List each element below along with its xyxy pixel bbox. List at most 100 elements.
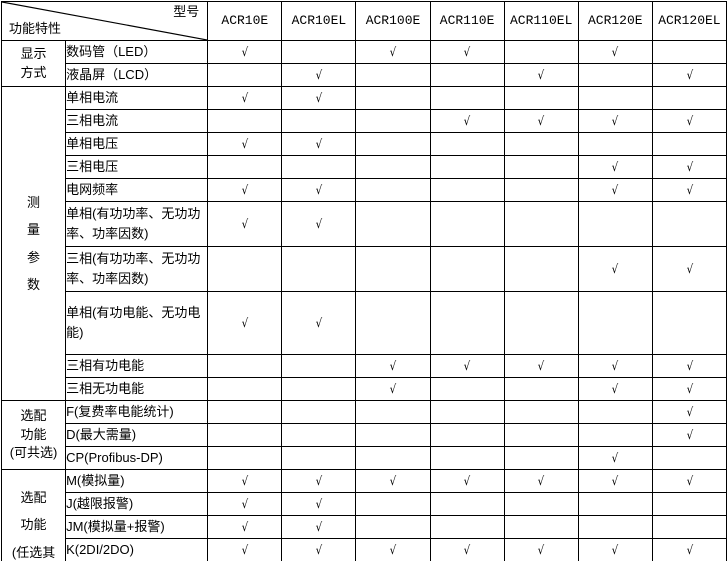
check-cell-empty: √ (503, 515, 579, 539)
check-icon: √ (389, 44, 397, 59)
check-cell-supported: √ (355, 538, 431, 561)
check-cell-supported: √ (503, 469, 579, 493)
check-cell-supported: √ (281, 178, 357, 202)
check-cell-empty: √ (651, 201, 728, 247)
check-cell-empty: √ (355, 201, 431, 247)
group-label-line: 数 (27, 276, 41, 292)
check-cell-supported: √ (503, 109, 579, 133)
check-icon: √ (241, 519, 249, 534)
check-cell-supported: √ (577, 246, 653, 292)
feature-label: 三相无功电能 (65, 377, 209, 401)
check-cell-empty: √ (355, 109, 431, 133)
check-icon: √ (686, 542, 693, 557)
feature-label: 单相电流 (65, 86, 209, 110)
group-label-line: 选配 (20, 489, 47, 505)
model-header-acr120el: ACR120EL (651, 1, 728, 41)
check-cell-empty: √ (281, 40, 357, 64)
check-cell-empty: √ (503, 492, 579, 516)
check-cell-supported: √ (207, 538, 283, 561)
table-row: K(2DI/2DO) √ √ √ √ √ √ √ (2, 538, 728, 561)
check-cell-empty: √ (577, 291, 653, 355)
check-cell-supported: √ (355, 377, 431, 401)
check-cell-supported: √ (207, 291, 283, 355)
check-icon: √ (241, 216, 249, 231)
check-cell-supported: √ (651, 469, 728, 493)
header-corner-cell: 型号 功能特性 (0, 1, 209, 41)
check-cell-supported: √ (503, 63, 579, 87)
check-cell-empty: √ (651, 446, 728, 470)
check-icon: √ (537, 67, 545, 82)
check-icon: √ (537, 473, 545, 488)
check-cell-supported: √ (651, 155, 728, 179)
group-label-line: 选配 (20, 407, 47, 423)
check-cell-supported: √ (503, 354, 579, 378)
check-icon: √ (389, 473, 397, 488)
check-cell-empty: √ (503, 178, 579, 202)
check-cell-empty: √ (355, 246, 431, 292)
check-icon: √ (241, 473, 249, 488)
check-cell-supported: √ (651, 246, 728, 292)
check-cell-empty: √ (651, 291, 728, 355)
check-cell-supported: √ (429, 538, 505, 561)
check-cell-empty: √ (355, 400, 431, 424)
model-header-acr100e: ACR100E (355, 1, 431, 41)
check-cell-supported: √ (577, 469, 653, 493)
check-cell-supported: √ (207, 201, 283, 247)
check-cell-supported: √ (651, 63, 728, 87)
check-icon: √ (389, 542, 397, 557)
table-row: 三相电压√√√√√√√ (2, 155, 728, 179)
feature-label: 三相电流 (65, 109, 209, 133)
feature-label: 三相电压 (65, 155, 209, 179)
check-cell-empty: √ (651, 492, 728, 516)
check-cell-empty: √ (503, 446, 579, 470)
model-header-acr10e: ACR10E (207, 1, 283, 41)
check-cell-empty: √ (577, 201, 653, 247)
check-icon: √ (612, 159, 619, 174)
check-icon: √ (612, 182, 619, 197)
check-cell-empty: √ (503, 155, 579, 179)
header-model-label: 型号 (173, 4, 200, 19)
check-icon: √ (686, 261, 693, 276)
check-cell-supported: √ (281, 469, 357, 493)
check-cell-supported: √ (577, 446, 653, 470)
check-icon: √ (241, 182, 249, 197)
check-cell-supported: √ (429, 354, 505, 378)
feature-label: 单相(有功功率、无功功率、功率因数) (65, 201, 209, 247)
table-row: D(最大需量)√√√√√√√ (2, 423, 728, 447)
check-cell-empty: √ (355, 446, 431, 470)
table-row: 单相(有功电能、无功电能)√√√√√√√ (2, 291, 728, 355)
table-row: 三相(有功功率、无功功率、功率因数)√√√√√√√ (2, 246, 728, 292)
check-cell-supported: √ (651, 377, 728, 401)
check-cell-empty: √ (207, 377, 283, 401)
check-cell-empty: √ (429, 86, 505, 110)
check-cell-empty: √ (355, 86, 431, 110)
check-cell-supported: √ (281, 291, 357, 355)
group-label-measurement-parameters: 测量参数 (0, 86, 67, 401)
check-icon: √ (612, 358, 619, 373)
model-header-acr120e: ACR120E (577, 1, 653, 41)
check-icon: √ (537, 358, 545, 373)
table-row: 单相电压√√√√√√√ (2, 132, 728, 156)
check-cell-supported: √ (503, 538, 579, 561)
check-icon: √ (612, 44, 619, 59)
check-cell-supported: √ (577, 109, 653, 133)
check-cell-supported: √ (207, 178, 283, 202)
check-cell-empty: √ (429, 63, 505, 87)
check-cell-empty: √ (207, 155, 283, 179)
check-cell-empty: √ (577, 515, 653, 539)
group-label-line: 量 (27, 222, 41, 238)
diagonal-divider-icon (2, 2, 207, 40)
check-cell-supported: √ (651, 423, 728, 447)
group-label-line: 功能 (20, 426, 47, 442)
check-cell-supported: √ (355, 354, 431, 378)
check-cell-empty: √ (429, 246, 505, 292)
check-cell-supported: √ (577, 40, 653, 64)
check-cell-empty: √ (281, 423, 357, 447)
check-cell-supported: √ (281, 201, 357, 247)
table-row: JM(模拟量+报警)√√√√√√√ (2, 515, 728, 539)
group-label-line: 功能 (20, 517, 47, 533)
check-cell-empty: √ (429, 515, 505, 539)
